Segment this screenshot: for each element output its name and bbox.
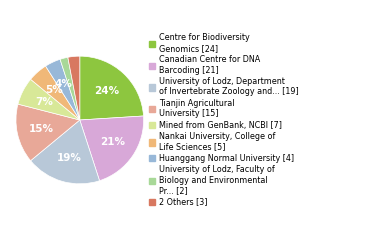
- Wedge shape: [80, 56, 144, 120]
- Text: 21%: 21%: [100, 137, 125, 147]
- Wedge shape: [18, 79, 80, 120]
- Wedge shape: [68, 56, 80, 120]
- Wedge shape: [46, 59, 80, 120]
- Text: 7%: 7%: [36, 97, 54, 107]
- Wedge shape: [16, 104, 80, 161]
- Text: 5%: 5%: [45, 85, 62, 95]
- Text: 24%: 24%: [94, 86, 119, 96]
- Wedge shape: [60, 57, 80, 120]
- Text: 15%: 15%: [28, 124, 54, 134]
- Legend: Centre for Biodiversity
Genomics [24], Canadian Centre for DNA
Barcoding [21], U: Centre for Biodiversity Genomics [24], C…: [149, 33, 299, 207]
- Text: 4%: 4%: [54, 79, 72, 89]
- Text: 19%: 19%: [56, 153, 81, 163]
- Wedge shape: [31, 120, 100, 184]
- Wedge shape: [80, 116, 144, 181]
- Wedge shape: [31, 66, 80, 120]
